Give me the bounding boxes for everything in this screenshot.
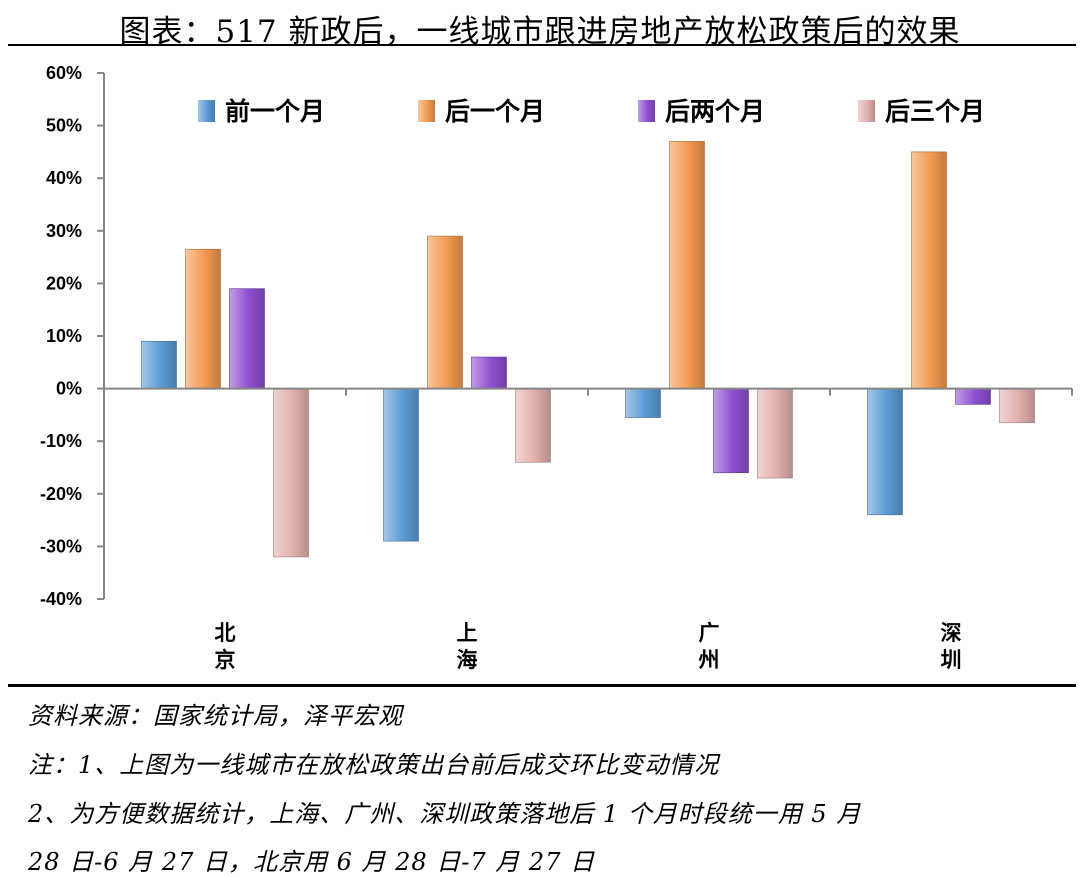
bar-chart: 前一个月 后一个月 后两个月 后三个月 60% 50% 40% 30% 20% 10% 0% -10…	[40, 63, 1073, 672]
source-note: 资料来源：国家统计局，泽平宏观	[28, 702, 403, 730]
note-line-2: 2、为方便数据统计，上海、广州、深圳政策落地后 1 个月时段统一用 5 月	[28, 800, 862, 828]
legend-label: 后三个月	[885, 97, 985, 126]
x-category-label: 州	[699, 648, 720, 672]
y-tick-label: 10%	[46, 326, 82, 346]
bar	[625, 388, 661, 418]
bar	[757, 388, 793, 479]
legend-swatch	[858, 100, 875, 122]
x-category-label: 深	[941, 621, 962, 645]
top-rule	[8, 44, 1076, 46]
bar	[427, 235, 463, 389]
legend-label: 后一个月	[445, 97, 545, 126]
y-tick-label: 50%	[46, 116, 82, 136]
y-tick-label: 40%	[46, 168, 82, 188]
legend-label: 后两个月	[665, 97, 765, 126]
x-category-label: 圳	[941, 648, 962, 672]
legend-label: 前一个月	[225, 97, 325, 126]
x-category-label: 北	[215, 621, 236, 645]
y-tick-label: -10%	[40, 431, 82, 451]
legend-swatch	[418, 100, 435, 122]
bar	[713, 388, 749, 474]
bar	[471, 356, 507, 389]
legend-swatch	[638, 100, 655, 122]
bar	[383, 388, 419, 542]
bottom-rule	[8, 684, 1076, 687]
bar	[273, 388, 309, 558]
y-tick-label: -30%	[40, 536, 82, 556]
bar	[229, 288, 265, 389]
bar	[867, 388, 903, 516]
y-tick-label: 60%	[46, 63, 82, 83]
y-tick-label: 30%	[46, 221, 82, 241]
legend: 前一个月 后一个月 后两个月 后三个月	[198, 97, 985, 126]
bar	[141, 340, 177, 389]
y-tick-label: 0%	[56, 379, 82, 399]
y-tick-label: 20%	[46, 273, 82, 293]
bars	[141, 141, 1035, 558]
note-line-1: 注：1、上图为一线城市在放松政策出台前后成交环比变动情况	[28, 751, 720, 779]
bar	[955, 388, 991, 405]
bar	[185, 248, 221, 389]
y-tick-label: -40%	[40, 589, 82, 609]
bar	[669, 141, 705, 389]
y-tick-label: -20%	[40, 484, 82, 504]
bar	[911, 151, 947, 389]
bar	[515, 388, 551, 463]
x-axis: 北京 上海 广州 深圳	[104, 387, 1073, 672]
x-category-label: 上	[457, 621, 478, 645]
note-line-3: 28 日-6 月 27 日，北京用 6 月 28 日-7 月 27 日	[28, 848, 596, 876]
x-category-label: 京	[215, 648, 236, 672]
x-category-label: 广	[699, 621, 720, 645]
legend-swatch	[198, 100, 215, 122]
bar	[999, 388, 1035, 424]
y-axis: 60% 50% 40% 30% 20% 10% 0% -10% -20% -30% -40%	[40, 63, 105, 609]
x-category-label: 海	[457, 648, 478, 672]
